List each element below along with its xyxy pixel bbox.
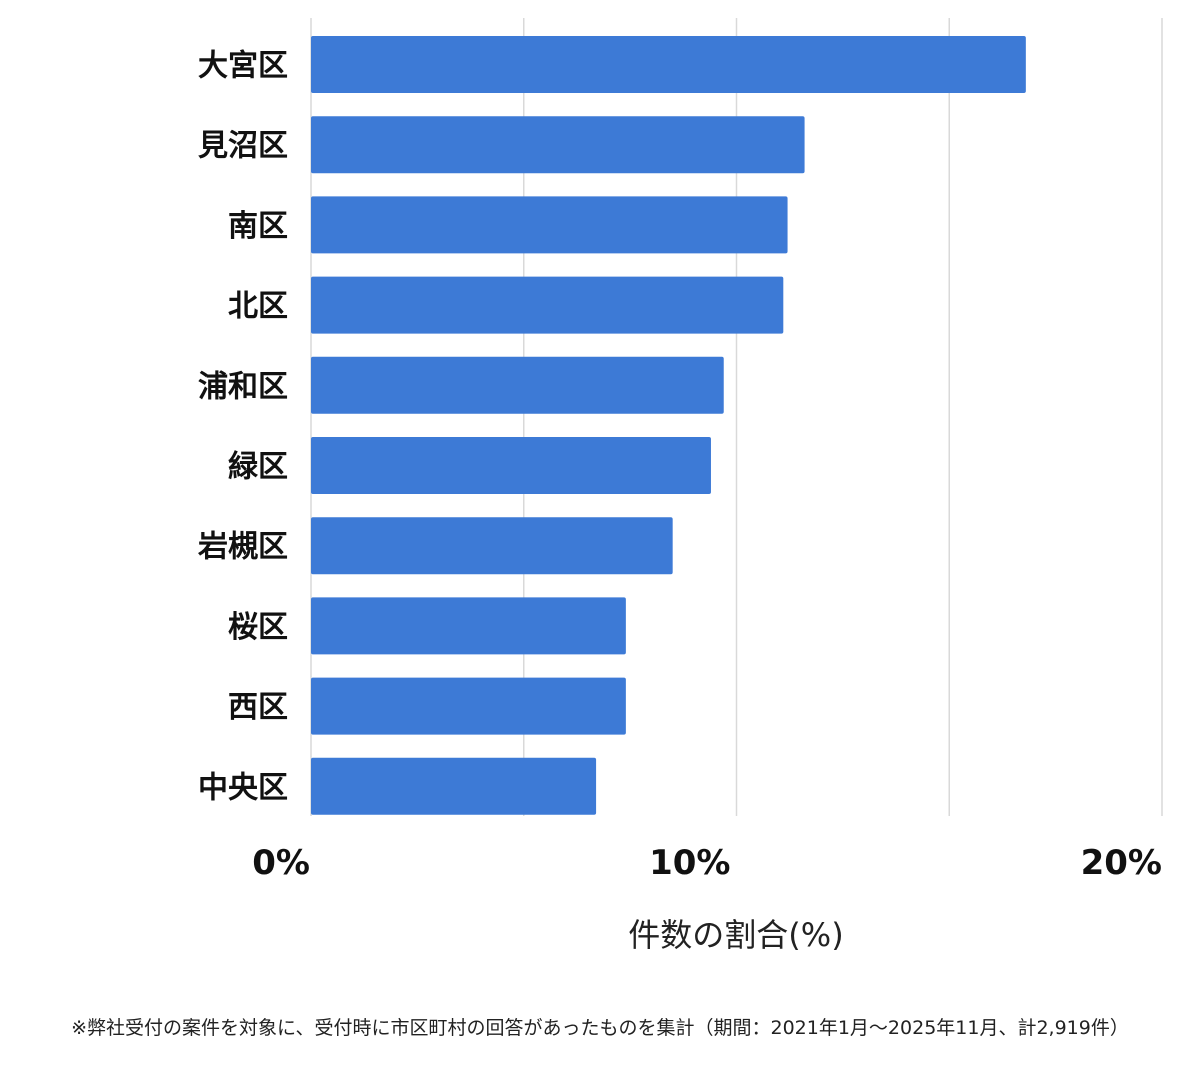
x-tick-label: 20% xyxy=(1081,843,1162,883)
category-label: 中央区 xyxy=(198,770,288,805)
category-label: 浦和区 xyxy=(198,369,288,404)
category-label: 岩槻区 xyxy=(198,530,288,565)
bar xyxy=(311,757,597,815)
bar xyxy=(311,597,626,655)
category-label: 西区 xyxy=(228,690,288,725)
category-label: 南区 xyxy=(228,209,288,244)
category-label: 桜区 xyxy=(228,610,288,645)
bars xyxy=(311,36,1026,815)
bar xyxy=(311,437,711,494)
bar xyxy=(311,196,788,254)
bar xyxy=(311,116,805,174)
bar xyxy=(311,36,1026,93)
category-label: 大宮区 xyxy=(198,49,288,84)
category-label: 北区 xyxy=(228,289,288,324)
bar xyxy=(311,677,626,735)
bar xyxy=(311,356,724,414)
bar xyxy=(311,276,784,334)
footnote: ※弊社受付の案件を対象に、受付時に市区町村の回答があったものを集計（期間：202… xyxy=(71,1017,1129,1039)
x-axis-title: 件数の割合(%) xyxy=(628,916,843,954)
bar xyxy=(311,517,673,575)
x-tick-labels: 0% 10% 20% xyxy=(252,843,1162,883)
category-label: 緑区 xyxy=(228,450,288,485)
category-label: 見沼区 xyxy=(198,129,288,164)
x-tick-label: 0% xyxy=(252,843,310,883)
x-tick-label: 10% xyxy=(649,843,730,883)
